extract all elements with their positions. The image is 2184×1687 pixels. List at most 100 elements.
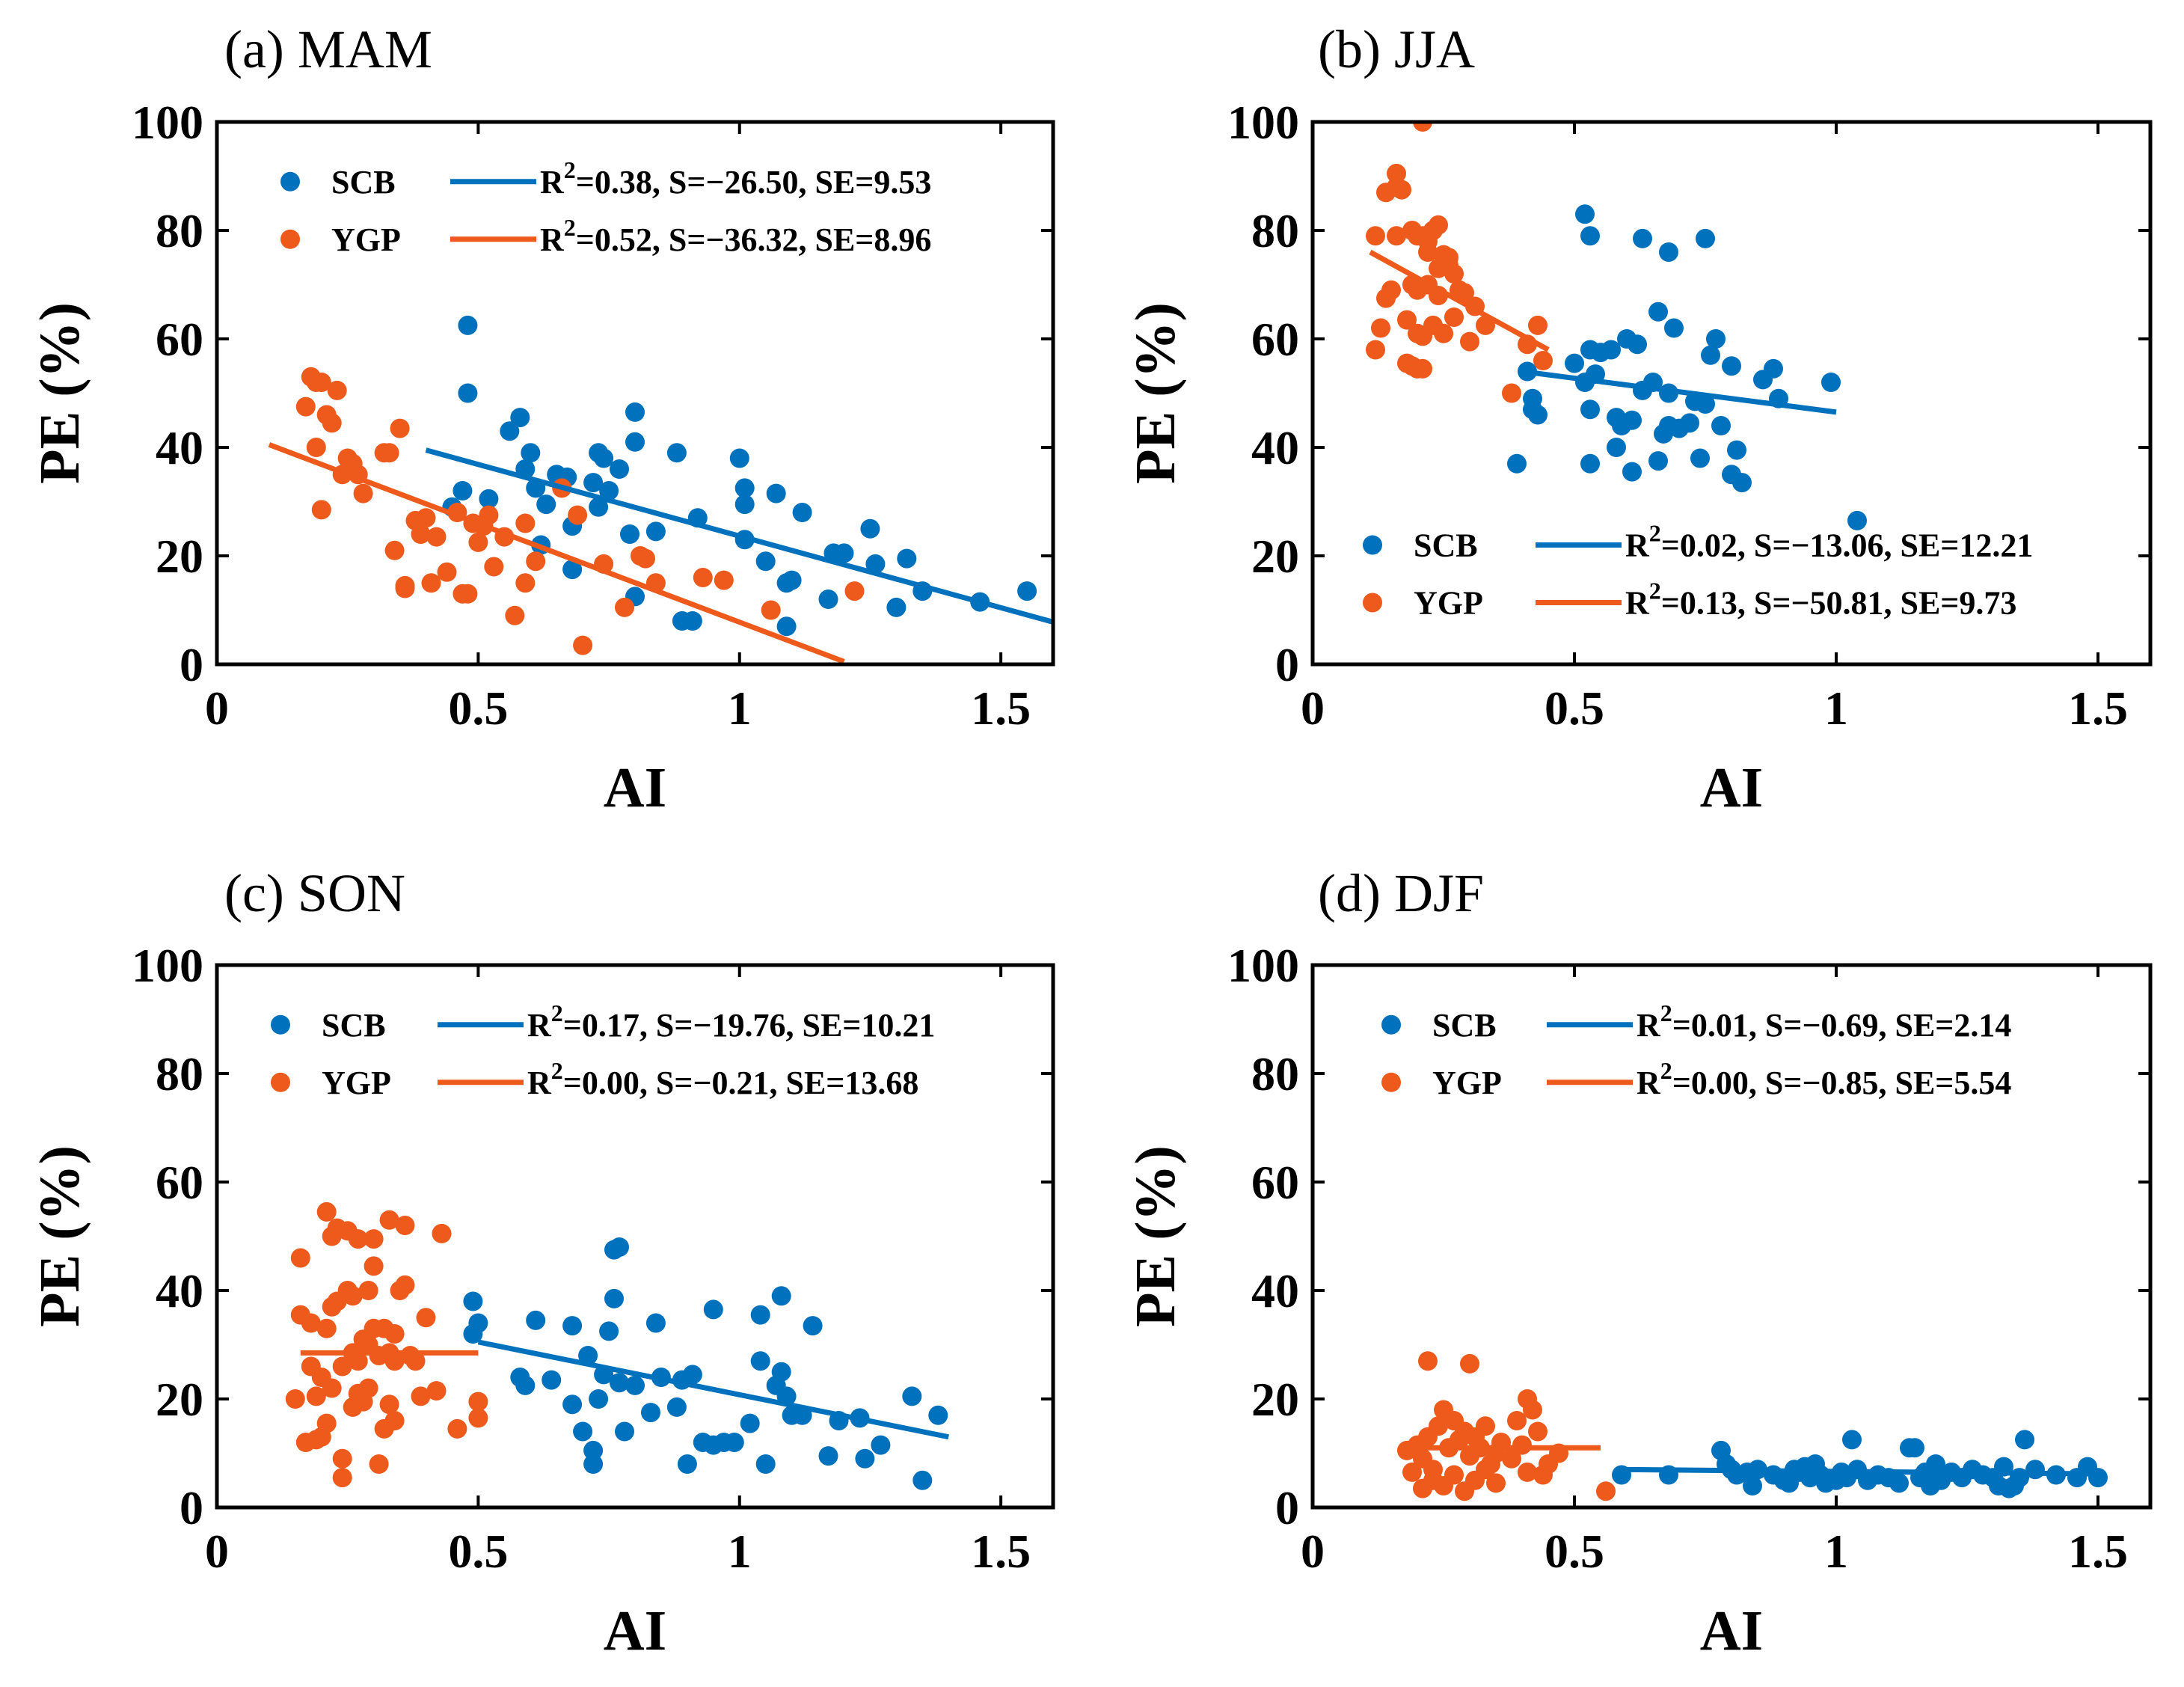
- point-ygp: [395, 575, 415, 595]
- point-scb: [645, 521, 666, 542]
- point-scb: [666, 1397, 687, 1417]
- x-tick-label: 0: [205, 1525, 229, 1578]
- point-scb: [1842, 1430, 1862, 1450]
- point-scb: [1680, 413, 1699, 433]
- point-scb: [604, 1288, 624, 1308]
- point-ygp: [301, 1313, 321, 1333]
- point-ygp: [316, 1201, 337, 1222]
- point-ygp: [636, 548, 655, 569]
- legend-marker-scb: [1363, 535, 1382, 555]
- y-tick-label: 60: [1251, 313, 1299, 366]
- y-axis-label: PE (%): [1124, 1145, 1187, 1327]
- point-ygp: [515, 513, 536, 533]
- point-ygp: [1392, 180, 1411, 200]
- legend-label-ygp: YGP: [322, 1065, 391, 1101]
- x-tick-label: 0: [1301, 682, 1325, 735]
- x-tick-label: 0: [205, 682, 229, 735]
- point-ygp: [416, 1308, 436, 1328]
- point-scb: [610, 1237, 629, 1257]
- point-scb: [536, 495, 556, 515]
- chart-panel-3: (c) SON 0 0.5 1 1.5 0 20 40 60 80 100 AI PE (%) SCB R2…: [28, 863, 1055, 1662]
- legend-stats-ygp: R2=0.00, S=−0.21, SE=13.68: [527, 1057, 918, 1101]
- y-tick-label: 0: [180, 638, 203, 691]
- point-scb: [521, 443, 541, 463]
- point-scb: [615, 1421, 634, 1442]
- legend-label-scb: SCB: [331, 164, 396, 200]
- y-tick-label: 20: [1251, 530, 1299, 583]
- point-scb: [1507, 453, 1527, 474]
- chart-panel-4: (d) DJF 0 0.5 1 1.5 0 20 40 60 80 100 AI PE (%) SCB R2…: [1124, 863, 2153, 1662]
- point-ygp: [1460, 331, 1479, 352]
- point-ygp: [1413, 358, 1432, 379]
- y-tick-label: 60: [156, 1156, 203, 1209]
- point-scb: [734, 495, 755, 515]
- y-tick-label: 40: [156, 421, 203, 474]
- point-ygp: [1444, 1465, 1464, 1485]
- point-ygp: [1387, 163, 1406, 183]
- point-scb: [682, 1365, 702, 1385]
- point-ygp: [1502, 383, 1521, 403]
- point-ygp: [1397, 353, 1417, 373]
- point-ygp: [468, 532, 488, 552]
- point-scb: [610, 1373, 629, 1393]
- x-tick-label: 1: [728, 1525, 752, 1578]
- point-ygp: [316, 1413, 337, 1433]
- point-ygp: [1523, 1400, 1542, 1420]
- y-tick-label: 20: [156, 1373, 203, 1426]
- point-ygp: [1486, 1473, 1506, 1493]
- point-scb: [1628, 334, 1647, 355]
- fit-line-ygp: [268, 442, 845, 664]
- point-scb: [526, 1310, 546, 1330]
- point-ygp: [761, 600, 781, 620]
- point-scb: [2015, 1430, 2034, 1450]
- point-ygp: [395, 1275, 415, 1295]
- point-ygp: [1533, 351, 1553, 370]
- point-scb: [500, 421, 520, 441]
- point-ygp: [343, 1286, 363, 1306]
- point-ygp: [1512, 1435, 1532, 1455]
- point-scb: [1696, 394, 1715, 414]
- point-ygp: [358, 1378, 378, 1398]
- legend: SCB R2=0.38, S=−26.50, SE=9.53 YGP R2=0.52,…: [280, 156, 931, 258]
- point-scb: [589, 1389, 609, 1409]
- point-scb: [1706, 329, 1726, 349]
- legend-label-scb: SCB: [1432, 1007, 1497, 1044]
- point-scb: [594, 448, 614, 468]
- plot-area: [1397, 1351, 2108, 1501]
- point-scb: [1648, 301, 1668, 322]
- point-ygp: [379, 1210, 399, 1230]
- point-ygp: [1381, 280, 1401, 300]
- x-tick-label: 0.5: [1545, 1525, 1604, 1578]
- legend: SCB R2=0.02, S=−13.06, SE=12.21 YGP R2=0.13…: [1363, 520, 2033, 622]
- x-axis-label: AI: [1700, 756, 1763, 819]
- point-ygp: [306, 438, 326, 457]
- point-ygp: [468, 1391, 488, 1412]
- legend-label-ygp: YGP: [1414, 585, 1483, 622]
- x-axis-label: AI: [604, 756, 666, 819]
- point-scb: [1905, 1438, 1924, 1458]
- y-axis-label: PE (%): [28, 302, 91, 484]
- point-ygp: [1366, 340, 1385, 360]
- legend-marker-ygp: [1363, 593, 1382, 613]
- point-ygp: [1366, 226, 1385, 246]
- chart-title: (a) MAM: [224, 19, 432, 79]
- chart-title: (c) SON: [224, 863, 405, 923]
- point-scb: [766, 483, 786, 503]
- point-ygp: [1444, 264, 1464, 284]
- legend-stats-ygp: R2=0.00, S=−0.85, SE=5.54: [1637, 1057, 2011, 1101]
- point-scb: [771, 1286, 791, 1306]
- point-ygp: [421, 573, 441, 593]
- point-ygp: [515, 573, 536, 593]
- point-scb: [1648, 451, 1668, 471]
- legend-marker-ygp: [271, 1072, 290, 1092]
- plot-area: [268, 315, 1053, 664]
- x-tick-label: 0: [1301, 1525, 1325, 1578]
- plot-area: [285, 1201, 949, 1490]
- point-ygp: [316, 1318, 337, 1338]
- point-scb: [865, 554, 886, 574]
- point-ygp: [479, 505, 499, 525]
- point-scb: [479, 489, 499, 509]
- point-scb: [818, 1446, 838, 1466]
- point-scb: [599, 1321, 619, 1341]
- point-scb: [1601, 340, 1621, 360]
